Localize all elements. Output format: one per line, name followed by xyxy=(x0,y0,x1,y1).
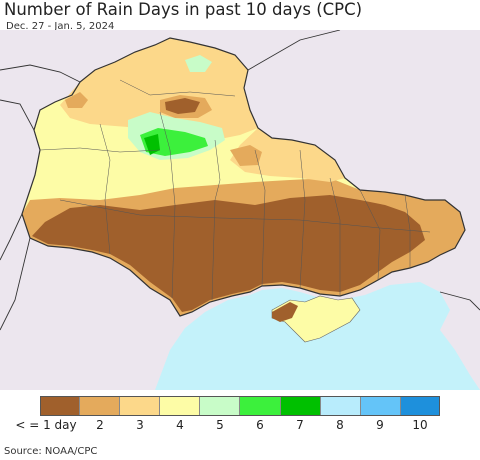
legend-label-4: 4 xyxy=(176,418,184,432)
map-subtitle: Dec. 27 - Jan. 5, 2024 xyxy=(6,21,115,32)
region-1-day-south xyxy=(32,195,425,312)
ukraine-border xyxy=(21,37,466,317)
legend-swatch-6 xyxy=(240,396,281,416)
map-title: Number of Rain Days in past 10 days (CPC… xyxy=(4,0,363,19)
legend-swatch-5 xyxy=(200,396,241,416)
legend-ticks: < = 1 day 2 3 4 5 6 7 8 9 10 xyxy=(15,418,440,434)
region-5-days-north xyxy=(185,55,212,72)
neighbor-border-russia xyxy=(247,30,341,71)
crimea-west-region xyxy=(272,302,298,322)
legend-swatch-1 xyxy=(40,396,81,416)
color-legend xyxy=(40,396,440,416)
neighbor-border-caucasus xyxy=(439,291,480,311)
legend-swatch-9 xyxy=(360,396,401,416)
rain-days-map xyxy=(0,30,480,390)
region-7-days xyxy=(144,134,160,155)
legend-label-7: 7 xyxy=(296,418,304,432)
legend-label-8: 8 xyxy=(336,418,344,432)
legend-swatch-2 xyxy=(80,396,121,416)
legend-swatch-10 xyxy=(400,396,440,416)
neighbor-border-romania xyxy=(0,213,23,261)
region-1-day-center xyxy=(165,98,200,114)
source-credit: Source: NOAA/CPC xyxy=(4,446,98,457)
region-3-days-east xyxy=(230,128,345,182)
legend-label-5: 5 xyxy=(216,418,224,432)
oblast-boundaries xyxy=(39,79,431,301)
legend-label-10: 10 xyxy=(412,418,428,432)
legend-label-1: < = 1 day xyxy=(15,418,77,432)
legend-label-2: 2 xyxy=(96,418,104,432)
neighbor-border-poland xyxy=(0,99,35,131)
legend-label-6: 6 xyxy=(256,418,264,432)
neighbor-border-moldova xyxy=(0,237,31,331)
region-2-days-east-patch xyxy=(230,145,262,166)
legend-swatch-7 xyxy=(280,396,321,416)
legend-swatch-8 xyxy=(320,396,361,416)
legend-swatch-3 xyxy=(120,396,161,416)
legend-label-9: 9 xyxy=(376,418,384,432)
legend-label-3: 3 xyxy=(136,418,144,432)
legend-swatch-4 xyxy=(160,396,201,416)
region-2-days-west xyxy=(65,92,88,108)
neighbor-border-belarus xyxy=(0,64,81,83)
